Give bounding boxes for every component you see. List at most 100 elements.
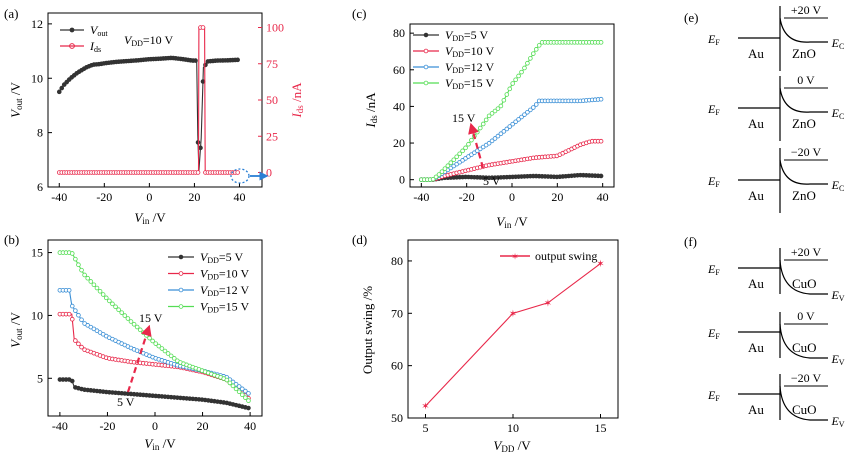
data-point: [107, 298, 112, 304]
panel-c-arrow: [468, 122, 485, 169]
data-point: [463, 145, 468, 151]
legend-label: VDD=10 V: [445, 44, 494, 59]
band-edge: [779, 259, 828, 295]
x-tick-label: -20: [99, 419, 115, 433]
data-point: [498, 131, 504, 137]
legend-marker: [423, 32, 429, 38]
y-tick-label: 80: [391, 254, 403, 268]
data-point: ✶: [596, 259, 604, 270]
data-point: [495, 106, 501, 111]
data-point: [103, 295, 109, 301]
semiconductor-label: CuO: [792, 340, 817, 355]
legend-label: VDD=12 V: [200, 283, 249, 298]
data-point: [533, 102, 539, 107]
bias-label: +20 V: [791, 3, 822, 17]
panel-c-arrow-low: 5 V: [483, 174, 501, 188]
data-point: [504, 92, 510, 97]
panel-a-legend: Vout Ids: [60, 23, 108, 54]
panel-d-ticks: 5 10 15 50 60 70 80: [391, 254, 607, 435]
data-point: [122, 313, 128, 318]
data-point: [504, 126, 510, 132]
panel-c-arrow-high: 15 V: [452, 111, 476, 125]
panel-a-y2label: Ids /nA: [289, 82, 305, 119]
data-point: [454, 154, 459, 160]
data-point: [536, 43, 542, 48]
semiconductor-label: ZnO: [792, 188, 816, 203]
data-point: [598, 96, 604, 102]
data-point: [501, 129, 507, 134]
data-point: [522, 65, 527, 71]
fermi-label: EF: [707, 102, 720, 117]
data-point: [501, 97, 507, 103]
data-point: [531, 105, 536, 110]
legend-label: VDD=5 V: [445, 28, 488, 43]
data-point: [66, 311, 72, 317]
x-tick-label: -40: [51, 190, 67, 204]
data-point: [236, 389, 242, 395]
data-point: [128, 319, 134, 324]
data-point: [492, 108, 498, 114]
data-point: [531, 51, 536, 56]
metal-label: Au: [748, 188, 764, 203]
data-point: [239, 386, 245, 392]
highlight-circle: [230, 168, 250, 184]
y-tick-label: 10: [31, 71, 43, 85]
panel-b-arrow: [126, 324, 152, 393]
band-edge-label: EC: [831, 106, 845, 121]
data-point: [110, 301, 115, 307]
data-point: [227, 380, 233, 386]
data-point: [507, 124, 513, 129]
data-point: [159, 346, 165, 351]
panel-a: (a) -40 -20 0 20 40 6 8 10 12 0 25 50 75 100 Vout Ids…: [4, 6, 305, 226]
y-tick-label: 6: [37, 180, 43, 194]
data-point: [66, 287, 72, 293]
x-tick-label: 20: [551, 190, 563, 204]
semiconductor-label: CuO: [792, 276, 817, 291]
data-point: [116, 307, 121, 313]
panel-b-label: (b): [4, 232, 19, 247]
data-point: [79, 317, 84, 323]
data-point: ✶: [544, 298, 552, 309]
bias-label: 0 V: [797, 309, 815, 323]
data-point: [495, 133, 501, 139]
data-point: [466, 141, 471, 147]
data-point: [165, 351, 171, 356]
legend-marker: [178, 254, 184, 260]
legend-label: VDD=10 V: [200, 267, 249, 282]
fermi-label: EF: [707, 388, 720, 403]
y-tick-label: 70: [391, 306, 403, 320]
y-tick-label: 80: [393, 26, 405, 40]
band-edge: [779, 323, 828, 359]
panel-d-series: ✶ ✶ ✶ ✶: [421, 259, 604, 412]
data-point: ✶: [421, 401, 429, 412]
x-tick-label: -20: [96, 190, 112, 204]
semiconductor-label: ZnO: [792, 116, 816, 131]
x-tick-label: 0: [152, 419, 158, 433]
panel-b-series: [57, 250, 251, 411]
series-line-0: [58, 57, 240, 171]
legend-label: VDD=5 V: [200, 250, 243, 265]
fermi-label: EF: [707, 326, 720, 341]
data-point: [483, 117, 489, 123]
series-line-1: [59, 26, 240, 174]
data-point: [76, 341, 81, 347]
x-tick-label: 20: [197, 419, 209, 433]
data-point: [69, 303, 75, 309]
y2-tick-label: 25: [266, 129, 278, 143]
data-point: [246, 405, 251, 411]
y-tick-label: 60: [393, 63, 405, 77]
y-tick-label: 50: [391, 411, 403, 425]
data-point: [513, 119, 518, 125]
panel-d-label: (d): [352, 232, 367, 247]
panel-b-ylabel: Vout /V: [8, 312, 24, 348]
data-point: [445, 163, 451, 169]
data-point: [480, 121, 486, 127]
data-point: [171, 356, 177, 361]
data-point: [486, 140, 492, 146]
data-point: [73, 256, 78, 262]
legend-label: VDD=15 V: [200, 300, 249, 315]
data-point: [150, 338, 155, 344]
data-point: [516, 117, 521, 122]
